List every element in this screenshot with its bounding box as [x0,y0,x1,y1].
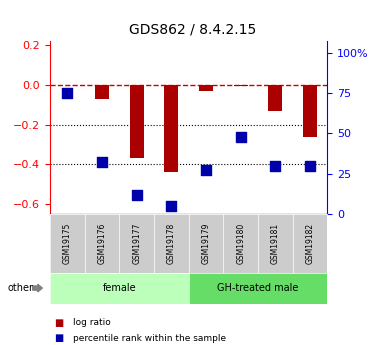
Point [238,134,244,139]
Bar [234,85,248,86]
Bar [95,85,109,99]
Text: GSM19175: GSM19175 [63,223,72,264]
Text: female: female [102,283,136,293]
Point [203,168,209,173]
Bar [130,85,144,158]
Text: GSM19177: GSM19177 [132,223,141,264]
Text: percentile rank within the sample: percentile rank within the sample [73,334,226,343]
Text: GSM19181: GSM19181 [271,223,280,264]
Text: ■: ■ [54,318,63,327]
Text: ■: ■ [54,333,63,343]
Bar [164,85,178,172]
Text: GSM19180: GSM19180 [236,223,245,264]
Point [307,163,313,168]
Text: GSM19178: GSM19178 [167,223,176,264]
Point [272,163,278,168]
Point [168,203,174,209]
Text: GDS862 / 8.4.2.15: GDS862 / 8.4.2.15 [129,22,256,37]
Point [134,192,140,197]
Bar [303,85,317,137]
Point [64,90,70,96]
Text: GH-treated male: GH-treated male [217,283,299,293]
Text: GSM19182: GSM19182 [305,223,315,264]
Point [99,159,105,165]
Text: other: other [8,283,34,293]
Text: log ratio: log ratio [73,318,111,327]
Bar [268,85,282,111]
Text: GSM19179: GSM19179 [201,223,211,264]
Bar [199,85,213,91]
Text: GSM19176: GSM19176 [97,223,107,264]
